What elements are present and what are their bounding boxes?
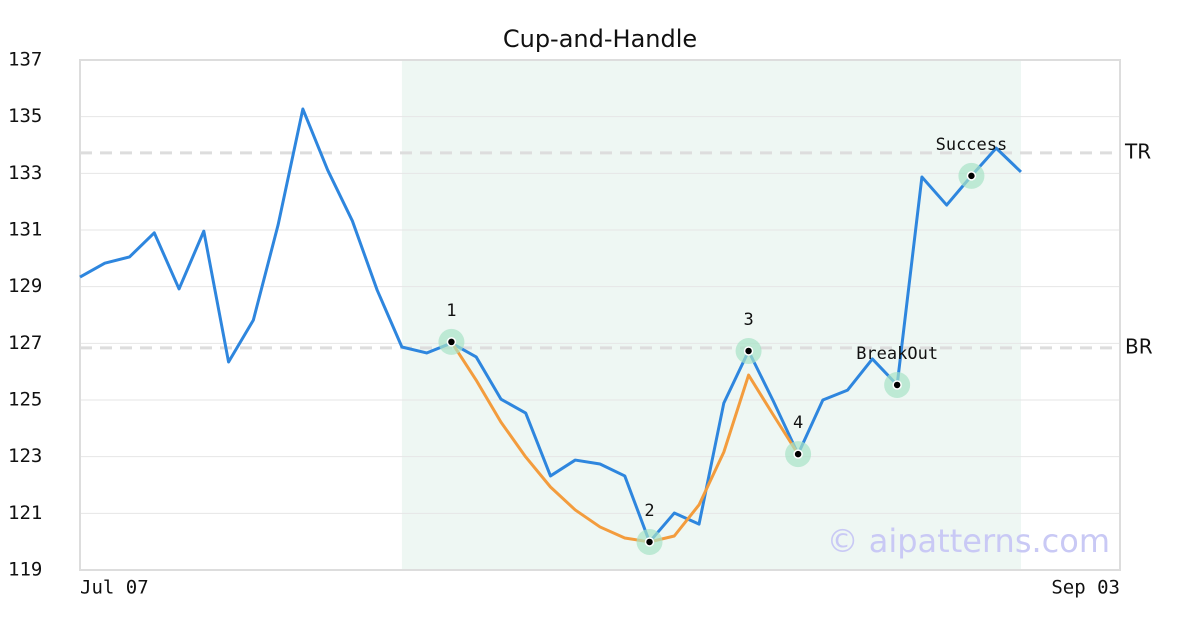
- point-marker: [892, 380, 902, 390]
- series-line: [450, 341, 800, 544]
- point-marker: [644, 537, 655, 547]
- y-tick-label: 125: [8, 389, 42, 411]
- y-tick-label: 127: [8, 332, 42, 354]
- series-line: [79, 107, 1022, 544]
- y-tick-label: 137: [8, 49, 42, 71]
- y-tick-label: 131: [8, 219, 42, 241]
- y-tick-label: 129: [8, 275, 42, 297]
- point-label: 2: [644, 501, 654, 521]
- point-marker: [446, 337, 457, 347]
- level-label: BR: [1125, 334, 1153, 358]
- x-tick-label: Jul 07: [80, 577, 149, 599]
- point-marker: [793, 449, 803, 459]
- highlight-span: [401, 60, 1021, 570]
- y-tick-label: 123: [8, 445, 42, 467]
- point-label: 1: [446, 301, 456, 321]
- x-tick-label: Sep 03: [1051, 577, 1120, 599]
- plot-frame: [79, 59, 1121, 571]
- watermark: © aipatterns.com: [827, 522, 1110, 560]
- point-marker: [966, 171, 977, 181]
- y-tick-label: 121: [8, 502, 42, 524]
- point-marker: [743, 346, 754, 356]
- y-tick-label: 135: [8, 105, 42, 127]
- point-label: 4: [793, 413, 803, 433]
- point-label: BreakOut: [856, 344, 938, 364]
- y-tick-label: 119: [8, 559, 42, 581]
- point-label: 3: [743, 310, 753, 330]
- y-tick-label: 133: [8, 162, 42, 184]
- point-label: Success: [936, 135, 1008, 155]
- level-label: TR: [1124, 139, 1151, 163]
- chart-title: Cup-and-Handle: [503, 25, 697, 53]
